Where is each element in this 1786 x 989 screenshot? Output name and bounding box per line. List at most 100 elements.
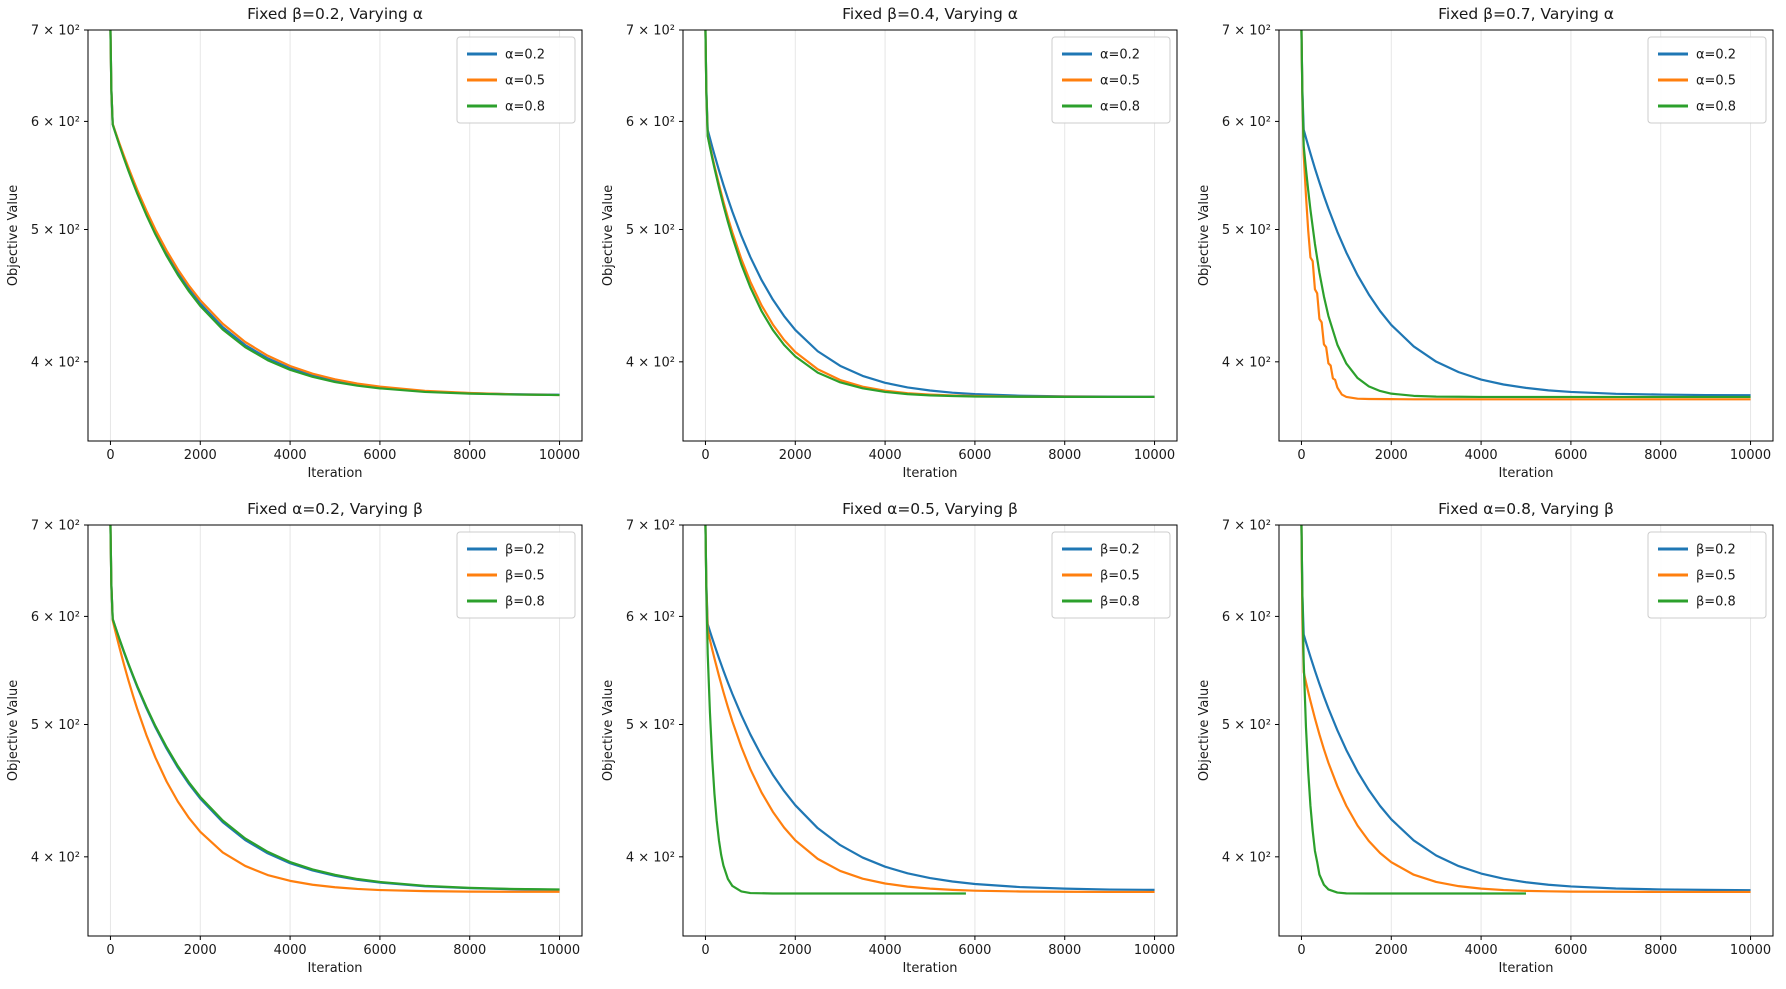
- legend: β=0.2 β=0.5 β=0.8: [1051, 531, 1171, 619]
- legend-label: β=0.5: [505, 568, 545, 583]
- series-group: [1300, 524, 1751, 895]
- legend-item: α=0.8: [1657, 100, 1736, 115]
- y-tick-label: 4 × 10²: [1222, 355, 1271, 370]
- series-line-beta-0.2: [704, 524, 1155, 891]
- series-group: [109, 30, 560, 397]
- series-line-beta-0.2: [1300, 524, 1751, 891]
- x-tick-label: 6000: [959, 448, 992, 463]
- legend: α=0.2 α=0.5 α=0.8: [456, 36, 576, 124]
- series-line-alpha-0.2: [704, 30, 1155, 398]
- subplot-fixed-alpha-0.2: 0 2000 4000 6000 8000 10000 7 × 10² 6 × 10² 5 × …: [0, 495, 595, 989]
- y-tick-label: 6 × 10²: [31, 115, 80, 130]
- y-tick-label: 4 × 10²: [626, 850, 675, 865]
- series-line-beta-0.5: [704, 524, 1155, 893]
- y-tick-label: 6 × 10²: [31, 609, 80, 624]
- legend-item: α=0.2: [1062, 48, 1140, 63]
- x-tick-label: 4000: [274, 942, 307, 957]
- y-tick-label: 5 × 10²: [1222, 223, 1271, 238]
- series-line-alpha-0.8: [1300, 30, 1751, 399]
- x-tick-label: 10000: [1730, 448, 1771, 463]
- x-tick-label: 2000: [184, 448, 217, 463]
- legend-label: β=0.2: [1696, 542, 1736, 557]
- legend-box: [1647, 36, 1767, 124]
- legend-item: α=0.5: [466, 74, 545, 89]
- plot-svg: 0 2000 4000 6000 8000 10000 7 × 10² 6 × 10² 5 × …: [6, 5, 583, 481]
- legend-box: [456, 531, 576, 619]
- plot-title: Fixed β=0.4, Varying α: [842, 5, 1018, 23]
- plot-svg: 0 2000 4000 6000 8000 10000 7 × 10² 6 × 10² 5 × …: [1197, 5, 1774, 481]
- series-line-beta-0.8: [109, 524, 560, 891]
- x-tick-label: 8000: [1644, 448, 1677, 463]
- y-tick-label: 6 × 10²: [626, 115, 675, 130]
- y-tick-label: 7 × 10²: [626, 518, 675, 533]
- legend: α=0.2 α=0.5 α=0.8: [1051, 36, 1171, 124]
- x-tick-label: 0: [1297, 448, 1305, 463]
- axes-frame: [682, 524, 1178, 936]
- x-tick-label: 6000: [363, 942, 396, 957]
- legend-box: [456, 36, 576, 124]
- series-group: [109, 524, 560, 893]
- y-tick-label: 6 × 10²: [1222, 609, 1271, 624]
- legend-item: β=0.5: [1062, 568, 1140, 583]
- legend-item: β=0.8: [1062, 594, 1140, 609]
- x-tick-label: 4000: [274, 448, 307, 463]
- x-tick-label: 10000: [1134, 942, 1175, 957]
- x-tick-label: 8000: [1049, 942, 1082, 957]
- series-group: [704, 524, 1155, 895]
- y-tick-label: 7 × 10²: [1222, 24, 1271, 39]
- x-tick-label: 4000: [869, 942, 902, 957]
- legend: β=0.2 β=0.5 β=0.8: [1647, 531, 1767, 619]
- legend-label: α=0.5: [1696, 74, 1736, 89]
- axes-frame: [87, 524, 583, 936]
- x-tick-label: 8000: [453, 942, 486, 957]
- x-tick-label: 2000: [184, 942, 217, 957]
- x-tick-label: 10000: [539, 448, 580, 463]
- y-tick-label: 5 × 10²: [31, 223, 80, 238]
- legend: β=0.2 β=0.5 β=0.8: [456, 531, 576, 619]
- x-tick-label: 8000: [1049, 448, 1082, 463]
- plot-svg: 0 2000 4000 6000 8000 10000 7 × 10² 6 × 10² 5 × …: [601, 500, 1178, 975]
- legend-item: β=0.5: [1657, 568, 1735, 583]
- legend-item: β=0.2: [1657, 542, 1736, 557]
- series-line-beta-0.5: [109, 524, 560, 893]
- x-axis-label: Iteration: [903, 466, 958, 481]
- x-tick-label: 2000: [779, 448, 812, 463]
- y-tick-label: 6 × 10²: [1222, 115, 1271, 130]
- x-tick-label: 0: [702, 448, 710, 463]
- legend-item: α=0.5: [1062, 74, 1140, 89]
- y-axis-label: Objective Value: [1197, 679, 1212, 780]
- y-tick-label: 5 × 10²: [626, 718, 675, 733]
- axes-frame: [87, 29, 583, 442]
- legend-item: β=0.2: [466, 542, 545, 557]
- series-line-alpha-0.5: [1300, 30, 1751, 401]
- x-axis-label: Iteration: [307, 466, 362, 481]
- x-tick-label: 4000: [869, 448, 902, 463]
- legend-label: α=0.2: [505, 48, 545, 63]
- plot-svg: 0 2000 4000 6000 8000 10000 7 × 10² 6 × 10² 5 × …: [601, 5, 1178, 481]
- y-tick-label: 5 × 10²: [31, 718, 80, 733]
- subplot-fixed-beta-0.7: 0 2000 4000 6000 8000 10000 7 × 10² 6 × 10² 5 × …: [1191, 0, 1786, 495]
- x-tick-label: 6000: [959, 942, 992, 957]
- x-tick-label: 0: [106, 942, 114, 957]
- legend-item: α=0.2: [1657, 48, 1736, 63]
- x-tick-label: 10000: [1134, 448, 1175, 463]
- x-tick-label: 6000: [1554, 448, 1587, 463]
- series-line-alpha-0.2: [1300, 30, 1751, 397]
- legend-item: α=0.8: [466, 100, 545, 115]
- y-tick-label: 6 × 10²: [626, 609, 675, 624]
- legend-label: β=0.8: [1696, 594, 1736, 609]
- y-tick-label: 4 × 10²: [626, 355, 675, 370]
- y-axis-label: Objective Value: [6, 679, 21, 780]
- legend-item: α=0.5: [1657, 74, 1736, 89]
- x-tick-label: 6000: [363, 448, 396, 463]
- y-tick-label: 7 × 10²: [31, 518, 80, 533]
- series-group: [1300, 30, 1751, 401]
- y-tick-label: 5 × 10²: [1222, 718, 1271, 733]
- series-line-beta-0.8: [704, 524, 967, 895]
- legend-label: β=0.5: [1100, 568, 1140, 583]
- legend-label: α=0.8: [505, 100, 545, 115]
- y-tick-label: 4 × 10²: [31, 355, 80, 370]
- plot-title: Fixed α=0.5, Varying β: [842, 500, 1018, 518]
- series-line-beta-0.5: [1300, 524, 1751, 893]
- series-line-alpha-0.8: [109, 30, 560, 397]
